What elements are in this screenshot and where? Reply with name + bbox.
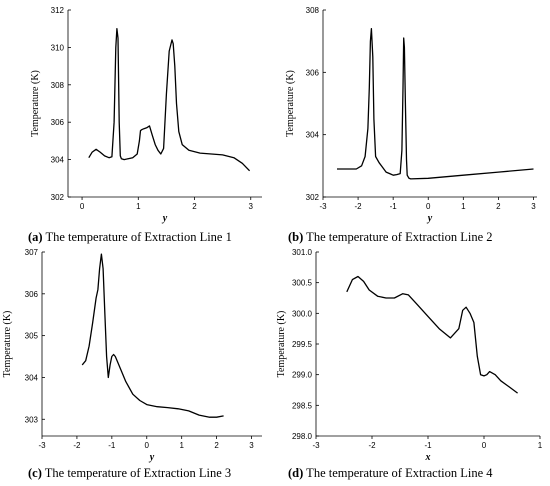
series-line xyxy=(346,275,518,394)
x-tick-label: 1 xyxy=(461,202,466,211)
x-tick-label: 0 xyxy=(80,202,85,211)
y-axis-title: Temperature (K) xyxy=(285,70,296,137)
panel-b: -3 -2 -1 0 1 2 3 302 304 306 308 y Temperature (K) (b… xyxy=(285,6,537,244)
caption-text: The temperature of Extraction Line 1 xyxy=(43,230,232,244)
series-line xyxy=(337,28,534,180)
x-tick-label: 3 xyxy=(531,202,536,211)
x-tick-label: 2 xyxy=(192,202,197,211)
y-tick-label: 304 xyxy=(25,373,39,382)
x-tick-label: 1 xyxy=(179,441,184,450)
x-tick-label: 1 xyxy=(538,441,543,450)
y-tick-label: 306 xyxy=(306,68,320,77)
y-tick-label: 310 xyxy=(51,43,65,52)
y-axis-title: Temperature (K) xyxy=(276,311,287,378)
y-tick-label: 298.0 xyxy=(292,432,313,441)
panel-a: 0 1 2 3 302 304 306 308 310 312 y Temperature (K) (a… xyxy=(28,6,262,244)
y-tick-label: 303 xyxy=(25,415,39,424)
panel-caption: (b) The temperature of Extraction Line 2 xyxy=(288,230,493,244)
x-tick-label: -2 xyxy=(368,441,376,450)
x-tick-label: -2 xyxy=(73,441,81,450)
x-tick-label: -2 xyxy=(355,202,363,211)
caption-tag: (c) xyxy=(28,466,42,480)
y-tick-label: 298.5 xyxy=(292,401,313,410)
panel-c: -3 -2 -1 0 1 2 3 303 304 305 306 307 y Temperature (K… xyxy=(2,248,262,480)
x-tick-label: 3 xyxy=(249,202,254,211)
x-tick-label: -1 xyxy=(424,441,432,450)
x-tick-label: 2 xyxy=(496,202,501,211)
y-tick-label: 302 xyxy=(51,193,65,202)
panel-caption: (c) The temperature of Extraction Line 3 xyxy=(28,466,231,480)
x-tick-label: -3 xyxy=(319,202,327,211)
y-axis-title: Temperature (K) xyxy=(30,70,41,137)
caption-tag: (a) xyxy=(28,230,43,244)
x-tick-label: 3 xyxy=(249,441,254,450)
caption-tag: (d) xyxy=(288,466,303,480)
x-tick-label: -1 xyxy=(108,441,116,450)
x-tick-label: -1 xyxy=(390,202,398,211)
y-tick-label: 306 xyxy=(25,290,39,299)
series-line xyxy=(88,28,251,172)
y-tick-label: 308 xyxy=(51,81,65,90)
x-tick-label: 1 xyxy=(136,202,141,211)
panel-caption: (d) The temperature of Extraction Line 4 xyxy=(288,466,493,480)
y-tick-label: 308 xyxy=(306,6,320,15)
y-tick-label: 304 xyxy=(51,156,65,165)
y-axis-title: Temperature (K) xyxy=(2,311,13,378)
x-tick-label: 0 xyxy=(145,441,150,450)
y-tick-label: 299.5 xyxy=(292,340,313,349)
x-tick-label: 0 xyxy=(482,441,487,450)
caption-text: The temperature of Extraction Line 2 xyxy=(303,230,492,244)
x-tick-label: -3 xyxy=(38,441,46,450)
caption-text: The temperature of Extraction Line 4 xyxy=(303,466,493,480)
y-tick-label: 299.0 xyxy=(292,371,313,380)
x-tick-label: 2 xyxy=(214,441,219,450)
y-tick-label: 304 xyxy=(306,131,320,140)
x-axis-title: x xyxy=(425,452,431,463)
y-tick-label: 302 xyxy=(306,193,320,202)
x-tick-label: -3 xyxy=(312,441,320,450)
x-tick-label: 0 xyxy=(426,202,431,211)
caption-text: The temperature of Extraction Line 3 xyxy=(42,466,231,480)
y-tick-label: 312 xyxy=(51,6,65,15)
y-tick-label: 305 xyxy=(25,332,39,341)
x-axis-title: y xyxy=(427,213,433,224)
y-tick-label: 306 xyxy=(51,118,65,127)
y-tick-label: 300.0 xyxy=(292,309,313,318)
x-axis-title: y xyxy=(162,213,168,224)
y-tick-label: 301.0 xyxy=(292,248,313,257)
y-tick-label: 300.5 xyxy=(292,279,313,288)
y-tick-label: 307 xyxy=(25,248,39,257)
x-axis-title: y xyxy=(149,452,155,463)
panel-d: -3 -2 -1 0 1 298.0 298.5 299.0 299.5 300.0 300.5 30… xyxy=(276,248,543,480)
series-line xyxy=(81,253,224,418)
caption-tag: (b) xyxy=(288,230,303,244)
panel-caption: (a) The temperature of Extraction Line 1 xyxy=(28,230,232,244)
